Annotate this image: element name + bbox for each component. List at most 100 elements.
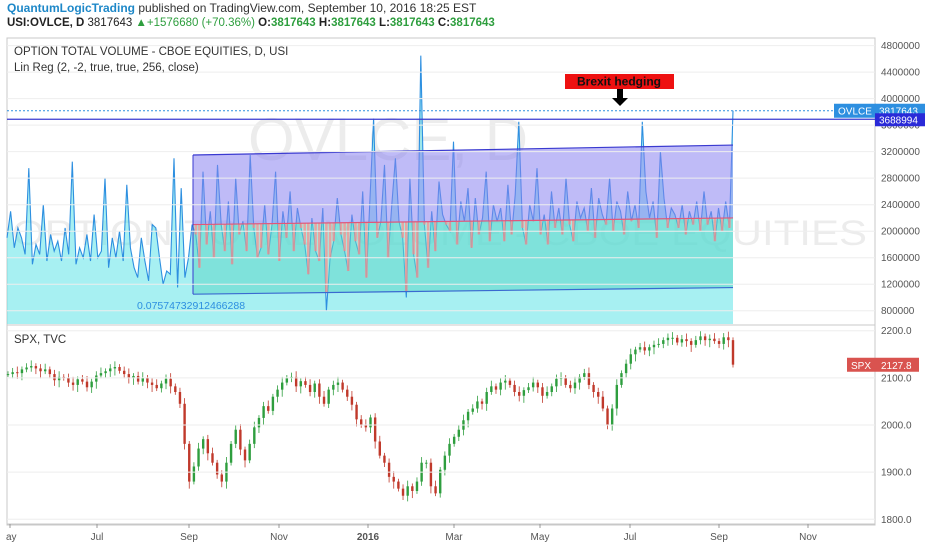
candle-body [192,466,196,482]
low-value: 3817643 [389,17,435,29]
candle-body [699,336,702,341]
candle-body [434,486,437,494]
candle-body [429,462,433,487]
x-tick-label: Mar [445,532,463,543]
candle-body [220,474,223,482]
candle-body [257,417,261,428]
open-value: 3817643 [270,17,316,29]
candle-body [564,377,567,385]
candle-body [285,377,289,383]
candle-body [76,379,79,385]
candle-body [601,396,605,409]
candle-body [378,441,381,456]
bottom-y-tick-label: 1900.0 [881,468,912,479]
candle-body [53,374,56,381]
candle-body [485,392,488,404]
last-value: 3817643 [87,17,133,29]
candle-body [141,377,144,382]
candle-body [215,462,219,475]
candle-body [169,378,172,387]
candle-body [643,347,646,351]
candle-body [531,382,535,388]
open-label: O: [258,17,271,29]
top-y-tick-label: 4400000 [881,68,920,79]
candle-body [471,408,474,412]
x-tick-label: Sep [180,532,198,543]
candle-body [364,425,368,428]
top-y-tick-label: 2800000 [881,174,920,185]
candle-body [587,373,591,385]
candle-body [448,443,451,456]
candle-body [188,443,191,482]
top-y-tick-label: 1200000 [881,280,920,291]
candle-body [262,406,265,418]
candle-body [294,376,298,387]
candle-body [160,383,163,389]
candle-body [313,383,316,392]
candle-body [620,373,623,385]
regression-channel [192,144,734,295]
publish-info: QuantumLogicTrading published on Trading… [7,1,476,15]
candle-body [350,396,354,405]
candle-body [425,462,428,464]
candle-layer [6,330,735,502]
low-label: L: [379,17,390,29]
candle-body [443,455,447,470]
candle-body [457,429,461,437]
candle-body [113,367,117,369]
x-tick-label: Nov [270,532,288,543]
candle-body [271,396,275,411]
candle-body [229,443,233,463]
candle-body [615,384,619,409]
top-y-tick-label: 4800000 [881,41,920,52]
channel-mid-line [192,217,734,226]
candle-body [689,341,693,345]
candle-body [369,417,372,428]
candle-body [452,436,456,444]
candle-body [717,341,721,344]
candle-body [680,339,684,343]
candle-body [25,367,28,370]
candle-body [494,386,498,390]
candle-body [336,382,340,385]
candle-body [95,375,98,382]
annotation-text: Brexit hedging [577,75,661,89]
candle-body [355,404,358,420]
candle-body [136,375,140,382]
channel-upper-line [192,144,734,156]
spx-price-tag: 2127.8 [881,361,912,372]
candle-body [518,392,521,396]
candle-body [569,384,572,389]
candle-body [657,343,660,345]
candle-body [20,369,24,374]
candle-body [634,349,637,355]
candle-body [90,381,93,388]
candle-body [155,384,158,389]
candle-body [81,379,84,382]
spx-price-tag-box [875,357,919,372]
candle-body [583,373,586,377]
candle-body [253,427,256,444]
candle-body [127,374,131,378]
candle-body [652,344,656,348]
top-y-tick-label: 2000000 [881,227,920,238]
bottom-y-tick-label: 1800.0 [881,515,912,526]
candle-body [466,411,470,421]
spx-tag-label: SPX [851,361,871,372]
author-link[interactable]: QuantumLogicTrading [7,1,135,15]
candle-body [322,396,326,404]
candle-body [104,371,107,374]
candle-body [638,347,642,350]
candle-body [527,387,530,391]
change-value: +1576680 (+70.36%) [146,17,255,29]
candle-body [415,481,419,491]
candle-body [11,372,14,375]
candle-body [16,372,19,374]
candle-body [299,381,302,387]
close-label: C: [437,17,451,29]
candle-body [545,392,549,396]
candle-body [276,389,279,397]
candle-body [304,381,307,385]
candle-body [387,462,391,477]
